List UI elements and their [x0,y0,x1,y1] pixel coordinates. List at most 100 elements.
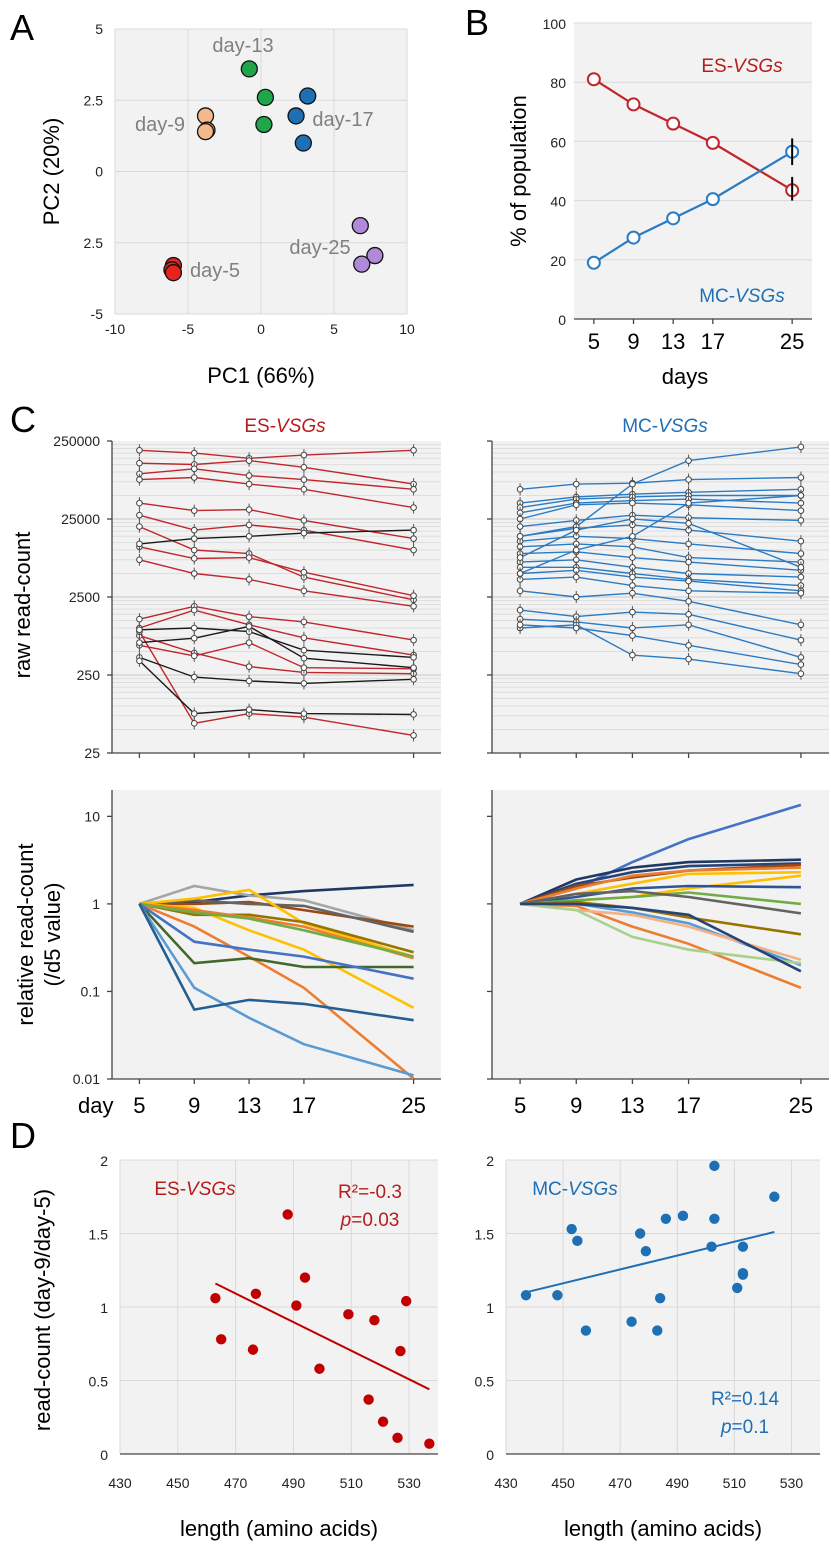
data-point [685,611,692,618]
annotation-label: day-25 [289,237,350,259]
data-point [410,504,417,511]
data-point [797,621,805,629]
x-tick-label: 470 [224,1475,248,1491]
x-tick-label: 13 [661,329,685,354]
series-line [519,884,801,906]
data-point [136,639,143,646]
data-point-day-13 [255,115,273,134]
data-point-day-17 [287,107,305,125]
data-point [410,732,417,739]
data-point [245,554,253,561]
data-point [190,535,198,542]
x-tick-label: 5 [133,1093,145,1118]
annotation-label: day-17 [312,109,373,131]
data-point [190,720,198,727]
data-point [685,587,692,595]
x-tick-label: 430 [108,1475,132,1491]
data-point [190,546,198,554]
data-point [300,680,308,687]
r2-label: R²=0.14 [711,1389,780,1410]
x-tick-label: 450 [551,1475,575,1491]
series-line [520,902,802,973]
data-point-ES-VSGs [586,72,601,87]
data-point [629,515,636,523]
data-point [300,587,308,595]
data-point [300,710,308,717]
data-point [245,480,253,488]
x-tick-label: 25 [401,1093,425,1118]
data-point-day-25 [366,246,384,265]
data-point [136,476,143,483]
data-point [572,526,580,534]
x-tick-label: 450 [166,1475,190,1491]
data-point [377,1416,389,1427]
data-point [245,576,253,583]
data-point [629,651,636,659]
data-point [410,486,417,493]
x-tick-label: 13 [237,1093,261,1118]
data-point [797,661,805,668]
data-point [136,556,143,564]
data-point [516,554,524,561]
data-point [685,655,692,663]
data-point [363,1394,374,1405]
data-point [300,486,308,493]
series-line [519,858,801,906]
y-tick-label: 0.5 [475,1374,495,1390]
legend-mc: MC-VSGs [699,286,785,307]
y-tick-label: 60 [550,134,566,150]
data-point [136,626,143,634]
y-tick-label: 2.5 [84,235,104,251]
data-point [660,1213,672,1225]
y-tick-label: 0.01 [73,1071,100,1087]
data-point [709,1213,720,1225]
data-point-MC-VSGs [705,192,720,207]
panel-label-d: D [10,1115,36,1156]
y-axis-title: relative read-count [13,843,38,1025]
x-tick-label: 10 [399,321,415,337]
data-point [566,1223,577,1235]
data-point [245,706,253,713]
data-point [136,446,143,454]
data-point [245,639,253,646]
panel-label-b: B [465,2,489,43]
data-point [797,507,805,514]
data-point [245,623,253,630]
data-point [300,464,308,471]
data-point [797,443,805,451]
data-point [210,1292,221,1304]
title-es: ES-VSGs [244,416,326,437]
data-point [572,480,580,488]
data-point-day-17 [299,87,317,105]
x-tick-label: 0 [257,321,265,337]
data-point [410,711,417,718]
data-point [247,1344,259,1355]
data-point [410,546,417,554]
x-tick-label: 5 [514,1093,526,1118]
data-point [685,577,692,585]
trend-line [214,1282,430,1391]
x-tick-label: 430 [494,1475,518,1491]
series-line [519,889,802,915]
series-line [138,903,414,969]
data-point [572,1235,583,1247]
data-point-day-5 [164,264,183,282]
data-point [797,537,805,545]
data-point [629,608,636,616]
data-point [685,457,692,464]
annotation-label: day-9 [135,114,185,136]
panel-label-a: A [10,7,34,48]
data-point [685,558,692,566]
data-point [410,446,417,454]
data-point-ES-VSGs [666,116,681,131]
data-point [629,632,636,639]
data-point [797,670,805,677]
x-tick-label: -5 [182,321,195,337]
data-point [300,476,308,483]
data-point [685,540,692,548]
series-line [519,902,802,965]
data-point-day-13 [240,60,258,78]
data-point [629,589,636,597]
data-point [190,634,198,642]
data-point [410,636,417,644]
